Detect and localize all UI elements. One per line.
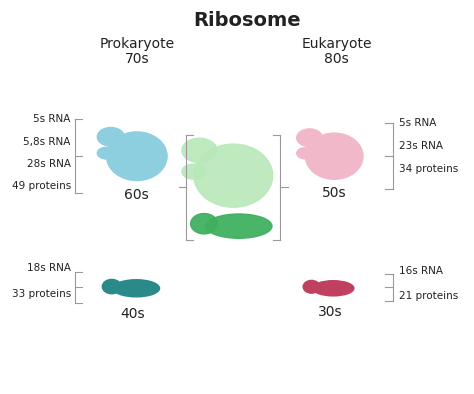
Text: 28s RNA: 28s RNA — [27, 159, 71, 169]
Ellipse shape — [113, 280, 160, 297]
Ellipse shape — [97, 128, 124, 146]
Ellipse shape — [194, 144, 273, 207]
Text: Eukaryote: Eukaryote — [301, 37, 372, 50]
Text: 70s: 70s — [125, 52, 149, 66]
Text: 50s: 50s — [322, 186, 346, 200]
Text: 16s RNA: 16s RNA — [399, 266, 443, 276]
Text: 30s: 30s — [318, 305, 342, 319]
Ellipse shape — [191, 214, 218, 234]
Ellipse shape — [206, 214, 272, 238]
Text: 5s RNA: 5s RNA — [34, 114, 71, 125]
Ellipse shape — [303, 281, 320, 293]
Ellipse shape — [182, 164, 205, 179]
Text: 34 proteins: 34 proteins — [399, 164, 458, 174]
Text: 21 proteins: 21 proteins — [399, 292, 458, 301]
Ellipse shape — [97, 147, 115, 159]
Text: 49 proteins: 49 proteins — [11, 181, 71, 191]
Text: 80s: 80s — [324, 52, 349, 66]
Text: 18s RNA: 18s RNA — [27, 263, 71, 273]
Text: 5s RNA: 5s RNA — [399, 118, 436, 128]
Text: 40s: 40s — [120, 307, 145, 321]
Ellipse shape — [107, 132, 167, 180]
Text: 23s RNA: 23s RNA — [399, 141, 443, 151]
Ellipse shape — [102, 279, 121, 294]
Ellipse shape — [305, 133, 363, 179]
Text: 33 proteins: 33 proteins — [11, 289, 71, 299]
Ellipse shape — [297, 148, 314, 159]
Text: 60s: 60s — [124, 188, 149, 202]
Text: 5,8s RNA: 5,8s RNA — [23, 137, 71, 147]
Text: Prokaryote: Prokaryote — [99, 37, 174, 50]
Ellipse shape — [313, 281, 354, 296]
Ellipse shape — [182, 138, 217, 162]
Text: Ribosome: Ribosome — [193, 11, 301, 30]
Ellipse shape — [297, 129, 322, 147]
